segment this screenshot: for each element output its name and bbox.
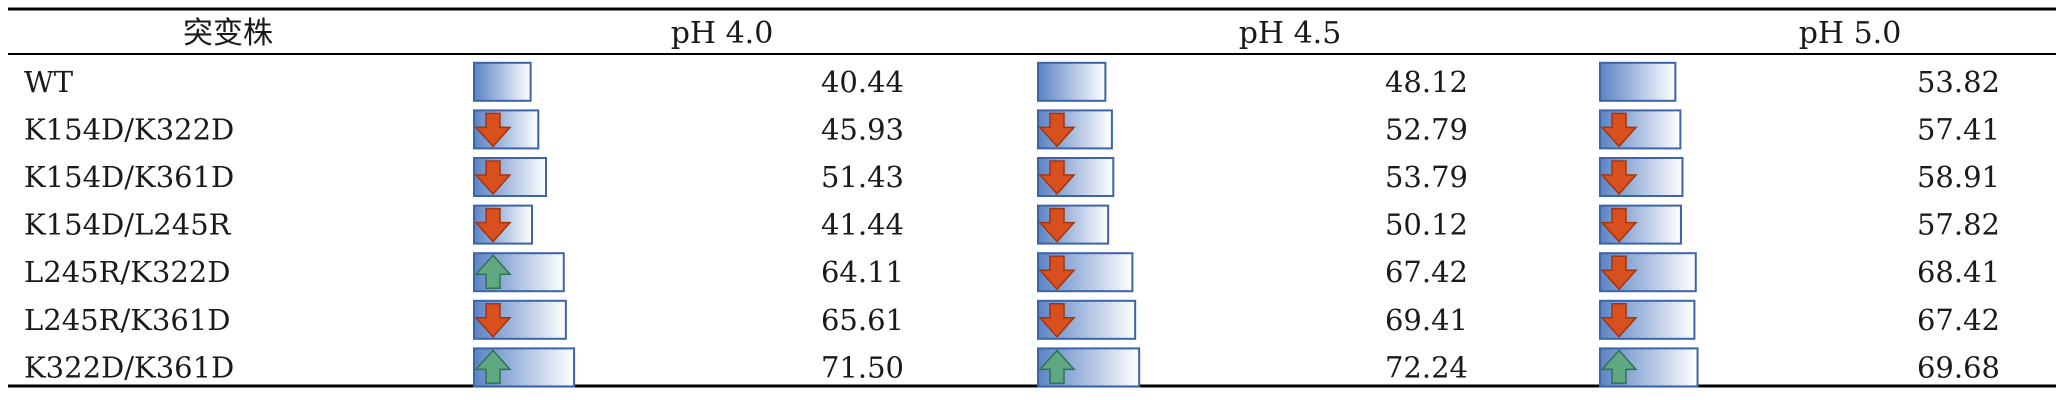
down-arrow-icon [1600, 303, 1638, 338]
cell-value: 69.41 [1385, 303, 1468, 337]
cell-value: 68.41 [1917, 255, 2000, 289]
cell-value: 51.43 [821, 160, 904, 194]
down-arrow-icon [1038, 207, 1076, 243]
header-ph-4-5: pH 4.5 [1239, 16, 1342, 51]
table-row: K322D/K361D 71.50 72.24 69.68 [24, 347, 2000, 388]
up-arrow-icon [474, 349, 512, 385]
down-arrow-icon [1038, 255, 1076, 291]
down-arrow-icon [1038, 303, 1076, 338]
cell-value: 50.12 [1385, 208, 1468, 242]
cell-value: 64.11 [821, 255, 904, 289]
cell-value: 57.41 [1917, 112, 2000, 146]
header-ph-4-0: pH 4.0 [671, 16, 774, 51]
data-bar [1037, 61, 1107, 102]
row-label: L245R/K322D [24, 255, 230, 289]
cell-value: 72.24 [1385, 350, 1468, 384]
down-arrow-icon [1600, 112, 1638, 148]
table-row: L245R/K322D 64.11 67.42 68.41 [24, 252, 2000, 293]
down-arrow-icon [1038, 160, 1076, 196]
cell-value: 40.44 [821, 65, 904, 99]
cell-value: 41.44 [821, 208, 904, 242]
cell-value: 69.68 [1917, 350, 2000, 384]
cell-value: 71.50 [821, 350, 904, 384]
up-arrow-icon [474, 254, 512, 289]
table-row: K154D/L245R 41.44 50.12 57.82 [24, 204, 2000, 245]
row-label: K154D/K361D [24, 160, 234, 194]
down-arrow-icon [474, 112, 512, 148]
cell-value: 45.93 [821, 112, 904, 146]
cell-value: 52.79 [1385, 112, 1468, 146]
down-arrow-icon [474, 303, 512, 338]
down-arrow-icon [1600, 255, 1638, 291]
table-row: WT 40.44 48.12 53.82 [24, 61, 2000, 102]
down-arrow-icon [474, 207, 512, 243]
header-strain: 突变株 [183, 16, 273, 51]
up-arrow-icon [1038, 349, 1076, 385]
cell-value: 65.61 [821, 303, 904, 337]
row-label: L245R/K361D [24, 303, 230, 337]
cell-value: 67.42 [1385, 255, 1468, 289]
header-ph-5-0: pH 5.0 [1799, 16, 1902, 51]
cell-value: 58.91 [1917, 160, 2000, 194]
down-arrow-icon [1038, 112, 1076, 148]
row-label: K154D/K322D [24, 112, 234, 146]
cell-value: 67.42 [1917, 303, 2000, 337]
down-arrow-icon [1600, 207, 1638, 243]
row-label: WT [24, 65, 74, 99]
cell-value: 48.12 [1385, 65, 1468, 99]
data-bar [473, 61, 532, 102]
row-label: K322D/K361D [24, 350, 234, 384]
data-bar [1599, 61, 1677, 102]
cell-value: 53.82 [1917, 65, 2000, 99]
row-label: K154D/L245R [24, 208, 232, 242]
cell-value: 57.82 [1917, 208, 2000, 242]
table-row: K154D/K322D 45.93 52.79 57.41 [24, 109, 2000, 150]
table-row: L245R/K361D 65.61 69.41 67.42 [24, 299, 2000, 340]
up-arrow-icon [1600, 349, 1638, 385]
down-arrow-icon [1600, 160, 1638, 196]
cell-value: 53.79 [1385, 160, 1468, 194]
table-row: K154D/K361D 51.43 53.79 58.91 [24, 157, 2000, 197]
down-arrow-icon [474, 160, 512, 196]
